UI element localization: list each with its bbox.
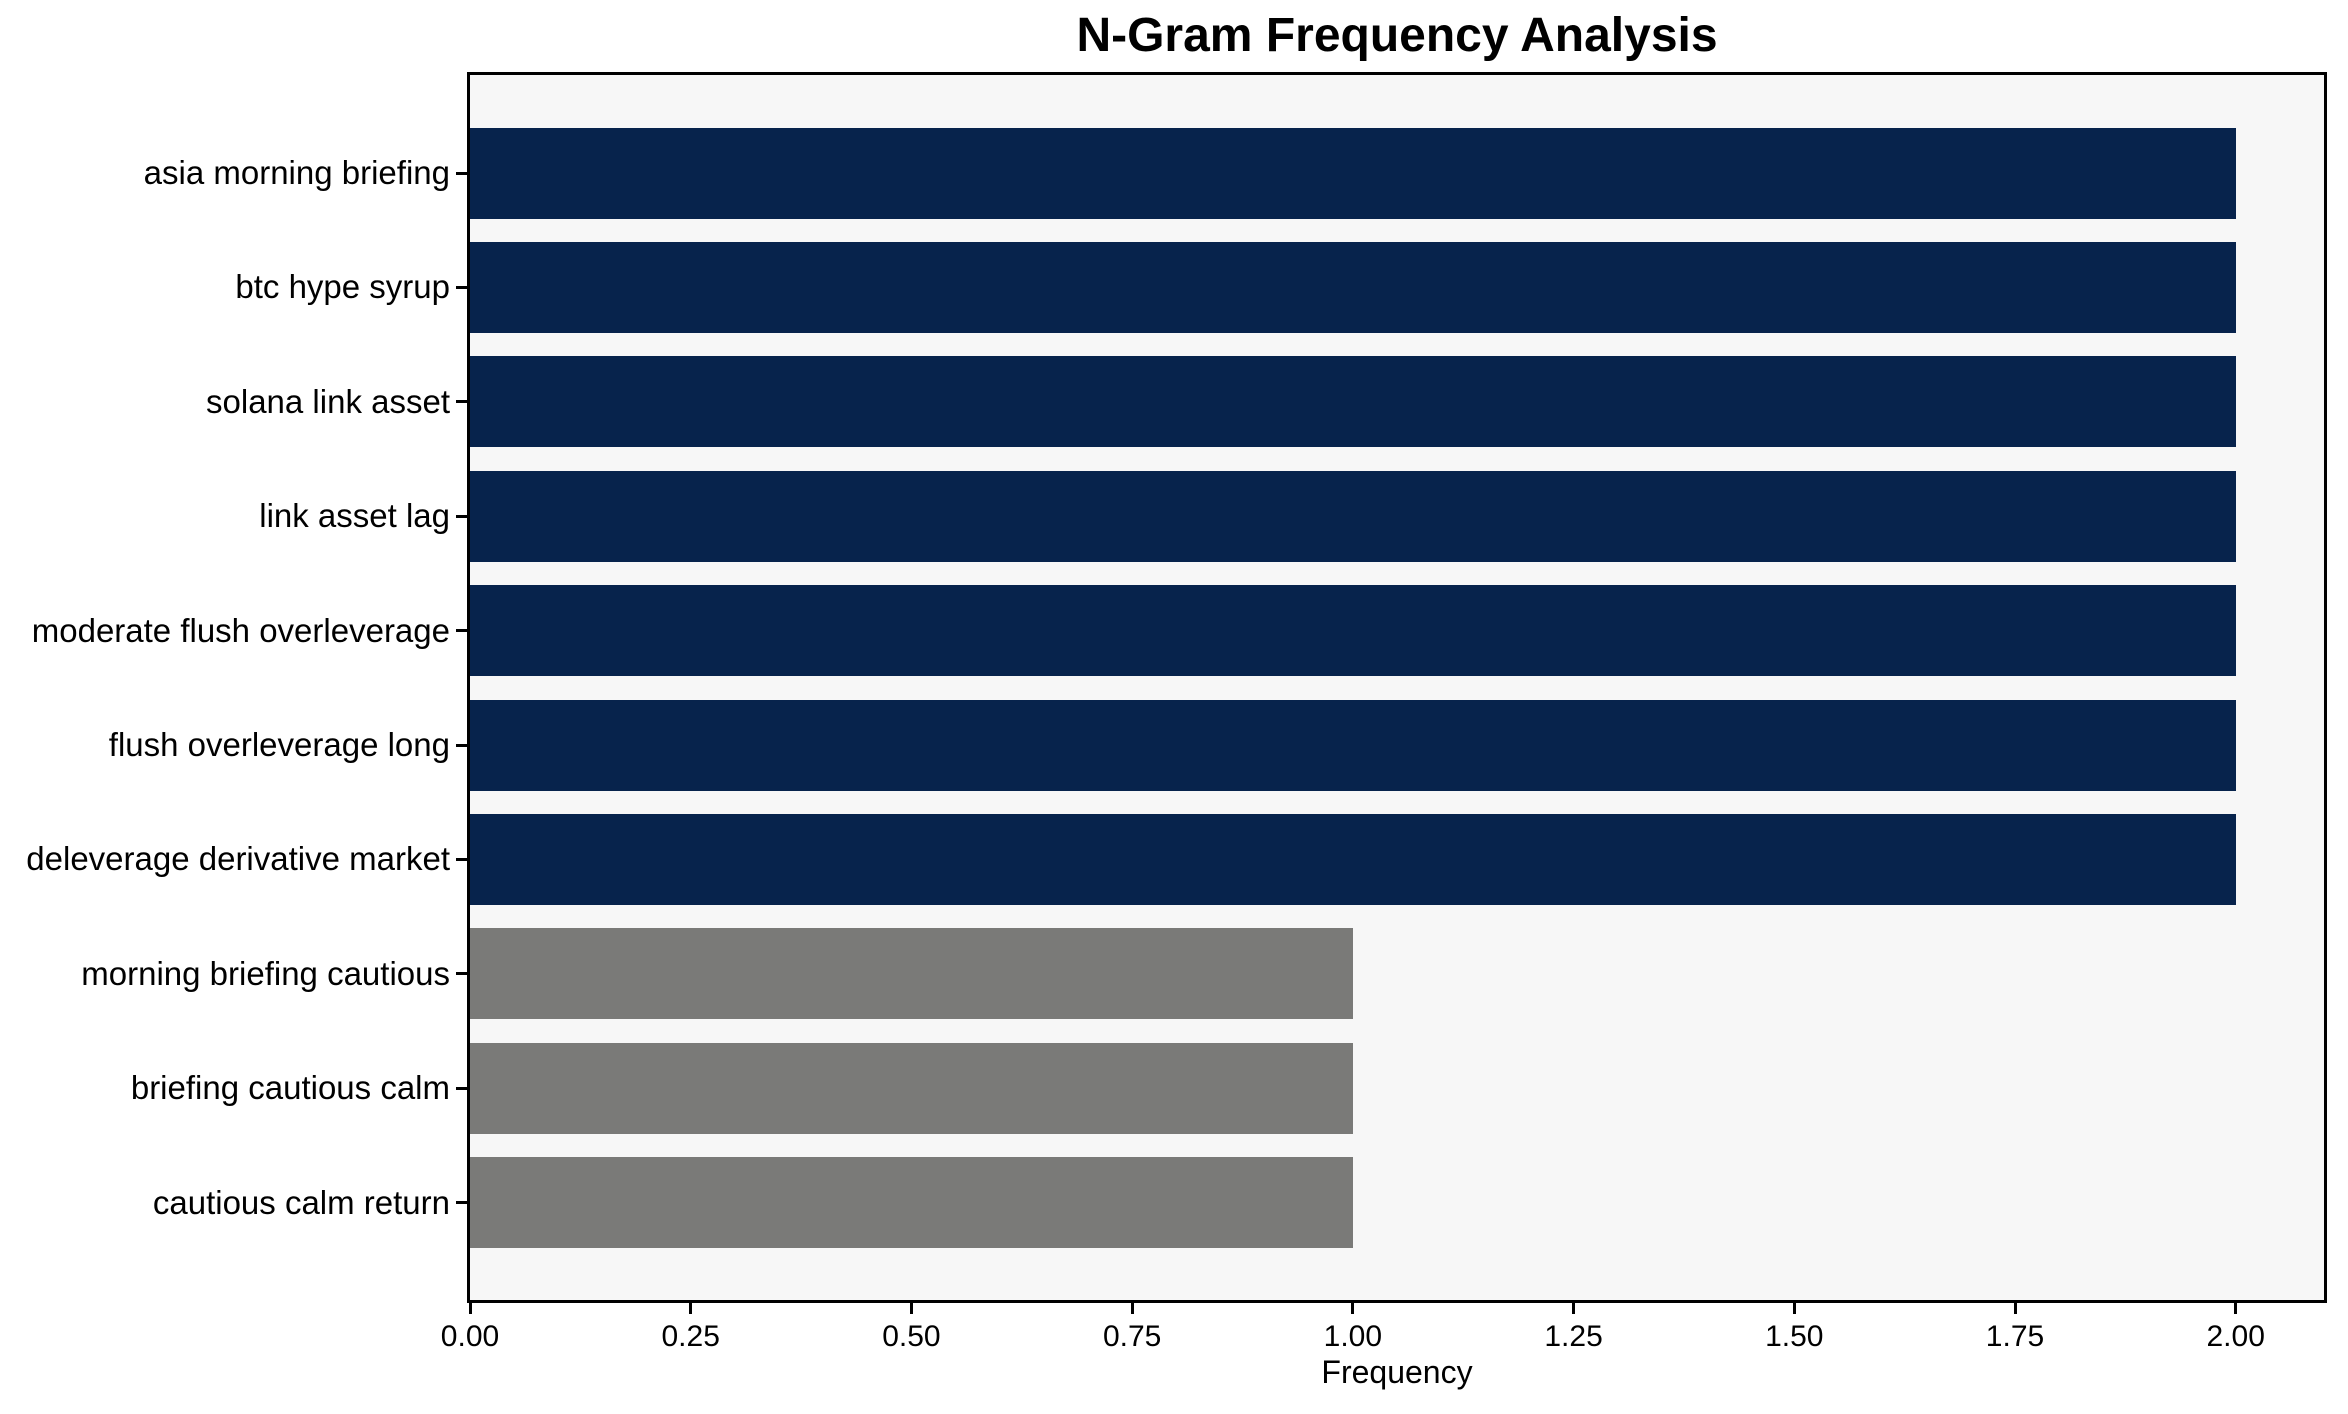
x-tick-mark (1130, 1303, 1134, 1314)
y-tick-mark (456, 1086, 467, 1090)
y-tick-label: asia morning briefing (143, 154, 450, 191)
y-tick-mark (456, 285, 467, 289)
y-tick-mark (456, 857, 467, 861)
y-tick-label: moderate flush overleverage (31, 611, 450, 649)
bar-deleverage-derivative-market (470, 813, 2236, 905)
x-tick-mark (2013, 1303, 2017, 1314)
bar-moderate-flush-overleverage (470, 585, 2236, 677)
y-tick-mark (456, 629, 467, 633)
x-axis-label: Frequency (1321, 1354, 1473, 1390)
bar-solana-link-asset (470, 356, 2236, 448)
y-tick-label: solana link asset (206, 382, 450, 420)
x-tick-mark (468, 1303, 472, 1314)
x-tick-mark (689, 1303, 693, 1314)
x-tick-label: 1.00 (1323, 1320, 1383, 1353)
y-tick-label: morning briefing cautious (81, 954, 450, 992)
y-tick-mark (456, 400, 467, 404)
y-tick-mark (456, 972, 467, 976)
x-tick-mark (909, 1303, 913, 1314)
y-tick-label: deleverage derivative market (26, 840, 450, 878)
y-tick-mark (456, 171, 467, 175)
x-tick-label: 0.75 (1102, 1320, 1162, 1353)
bar-link-asset-lag (470, 470, 2236, 562)
chart-title: N-Gram Frequency Analysis (1076, 9, 1718, 62)
y-tick-label: briefing cautious calm (130, 1069, 450, 1107)
x-tick-label: 1.25 (1544, 1320, 1603, 1353)
y-tick-mark (456, 743, 467, 747)
y-tick-mark (456, 1201, 467, 1205)
y-tick-label: btc hype syrup (235, 268, 450, 306)
x-tick-label: 1.75 (1985, 1320, 2045, 1353)
y-tick-label: flush overleverage long (108, 726, 450, 763)
x-tick-mark (1351, 1303, 1355, 1314)
x-tick-label: 2.00 (2206, 1320, 2265, 1353)
bar-morning-briefing-cautious (470, 928, 1353, 1020)
y-tick-label: link asset lag (259, 497, 450, 535)
bar-briefing-cautious-calm (470, 1042, 1353, 1134)
x-tick-mark (2234, 1303, 2238, 1314)
x-tick-label: 0.25 (661, 1320, 720, 1353)
bar-flush-overleverage-long (470, 699, 2236, 791)
y-tick-mark (456, 514, 467, 518)
x-tick-label: 0.00 (440, 1320, 500, 1353)
y-tick-label: cautious calm return (152, 1183, 450, 1221)
bar-asia-morning-briefing (470, 127, 2236, 219)
x-tick-label: 1.50 (1765, 1320, 1824, 1353)
x-tick-mark (1792, 1303, 1796, 1314)
bar-cautious-calm-return (470, 1157, 1353, 1249)
bar-btc-hype-syrup (470, 241, 2236, 333)
x-tick-label: 0.50 (882, 1320, 941, 1353)
plot-area (467, 72, 2327, 1303)
x-tick-mark (1572, 1303, 1576, 1314)
